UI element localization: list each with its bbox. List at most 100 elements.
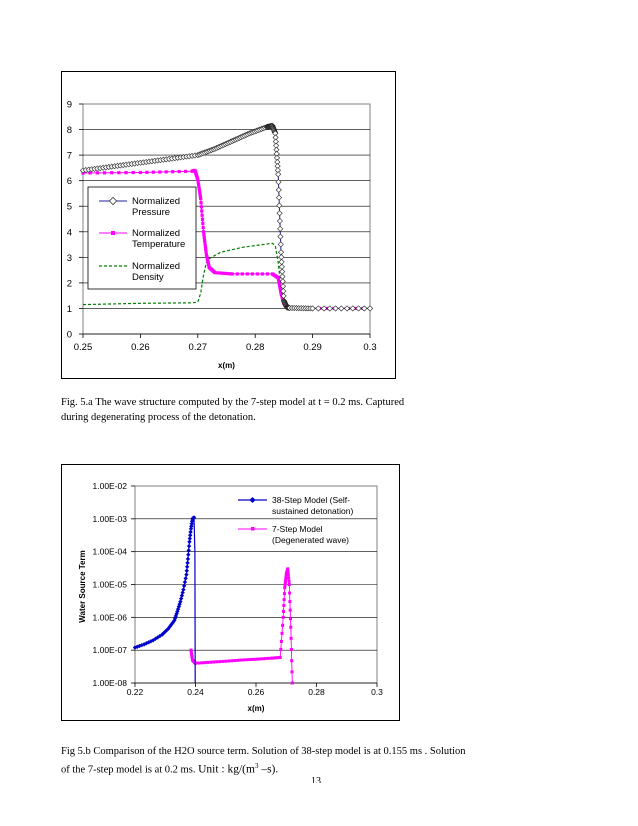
- pressure-point: [275, 179, 282, 186]
- y-tick-label: 1.00E-03: [93, 514, 128, 524]
- temperature-point: [226, 272, 230, 276]
- temperature-point: [200, 213, 204, 217]
- 38step-point: [183, 576, 188, 581]
- y-tick-label: 1: [67, 304, 72, 315]
- temperature-point: [277, 280, 281, 284]
- x-axis-title: x(m): [248, 704, 265, 713]
- temperature-point: [276, 276, 280, 280]
- caption-line: Fig. 5.a The wave structure computed by …: [61, 397, 405, 408]
- temperature-point: [110, 171, 114, 175]
- pressure-point: [278, 254, 285, 261]
- x-axis-title: x(m): [218, 361, 235, 370]
- 7step-point: [236, 658, 240, 662]
- caption-unit-end: –s).: [258, 763, 279, 776]
- caption-unit: Unit : kg/(m: [198, 763, 255, 776]
- temperature-point: [201, 226, 205, 230]
- 7step-point: [209, 660, 213, 664]
- temperature-point: [278, 287, 282, 291]
- legend-density-label: Density: [132, 272, 164, 283]
- temperature-point: [200, 217, 205, 221]
- temperature-point: [196, 180, 200, 184]
- legend-temperature-label: Temperature: [132, 239, 185, 250]
- 7step-point: [290, 670, 294, 674]
- pressure-point: [321, 305, 328, 312]
- 7step-point: [286, 570, 290, 574]
- 38step-point: [178, 599, 183, 604]
- legend-7step-marker: [251, 527, 255, 531]
- y-tick-label: 8: [67, 125, 72, 136]
- y-axis-title: Water Source Term: [78, 550, 87, 622]
- series-38step-line: [134, 516, 196, 684]
- temperature-point: [131, 170, 135, 175]
- pressure-point: [278, 258, 285, 265]
- 38step-point: [186, 543, 192, 549]
- 7step-point: [218, 660, 222, 664]
- figure-5a-chart: 0 1 2 3 4 5 6 7 8 9 0.25 0.26 0.27 0.28 0.29 0.3 x(m) Nor…: [67, 100, 377, 371]
- 38step-point: [184, 564, 190, 569]
- temperature-point: [117, 171, 121, 175]
- temperature-point: [171, 170, 175, 174]
- pressure-point: [276, 202, 283, 209]
- temperature-point: [250, 272, 254, 276]
- pressure-point: [344, 305, 351, 312]
- temperature-point: [88, 171, 92, 175]
- legend-density-label: Normalized: [132, 261, 180, 272]
- 38step-point: [163, 629, 168, 634]
- pressure-point: [326, 305, 333, 312]
- 7step-point: [289, 625, 293, 629]
- 38step-point: [187, 539, 192, 544]
- temperature-point: [203, 244, 207, 248]
- 38step-point: [181, 587, 186, 592]
- 7step-point: [189, 650, 193, 654]
- 38step-point: [132, 645, 138, 650]
- pressure-point: [309, 305, 316, 312]
- y-tick-label: 1.00E-04: [93, 547, 128, 557]
- figure-5b-caption: Fig 5.b Comparison of the H2O source ter…: [61, 744, 531, 778]
- pressure-point: [277, 233, 284, 240]
- temperature-point: [198, 194, 202, 198]
- 7step-point: [224, 659, 228, 663]
- 38step-point: [167, 624, 172, 629]
- 7step-point: [275, 656, 279, 660]
- temperature-point: [235, 272, 239, 276]
- y-tick-label: 1.00E-07: [93, 645, 128, 655]
- 7step-point: [282, 592, 286, 596]
- legend-38step-marker: [249, 497, 256, 503]
- 7step-point: [287, 576, 291, 580]
- y-tick-label: 5: [67, 202, 72, 213]
- 7step-point: [190, 654, 194, 658]
- pressure-point: [278, 263, 285, 270]
- temperature-point: [277, 281, 281, 286]
- 7step-point: [190, 656, 194, 660]
- legend-pressure-marker: [108, 196, 118, 206]
- 38step-point: [185, 556, 191, 562]
- legend-38step-label: 38-Step Model (Self-: [272, 495, 350, 505]
- 38step-point: [161, 630, 166, 636]
- legend-temperature-marker: [111, 231, 115, 235]
- pressure-point: [349, 305, 356, 312]
- 7step-point: [283, 586, 287, 590]
- temperature-point: [278, 285, 282, 289]
- x-tick-label: 0.3: [371, 687, 383, 697]
- pressure-point: [338, 305, 345, 312]
- 38step-point: [184, 572, 189, 577]
- legend-38step-label: sustained detonation): [272, 506, 353, 516]
- temperature-point: [224, 271, 228, 276]
- temperature-point: [124, 171, 128, 175]
- temperature-point: [197, 184, 201, 189]
- 7step-point: [286, 573, 290, 577]
- temperature-point: [201, 230, 206, 234]
- caption-superscript: 3: [254, 762, 259, 770]
- legend-box: [87, 186, 197, 290]
- pressure-point: [277, 225, 284, 232]
- temperature-point: [197, 189, 202, 193]
- 7step-point: [288, 600, 292, 604]
- temperature-point: [202, 233, 206, 237]
- 38step-point: [170, 620, 176, 625]
- pressure-point: [275, 186, 282, 193]
- y-tick-label: 7: [67, 151, 72, 162]
- caption-line: Fig 5.b Comparison of the H2O source ter…: [61, 746, 466, 757]
- 7step-point: [269, 656, 273, 660]
- temperature-point: [164, 170, 168, 174]
- 7step-point: [190, 652, 194, 656]
